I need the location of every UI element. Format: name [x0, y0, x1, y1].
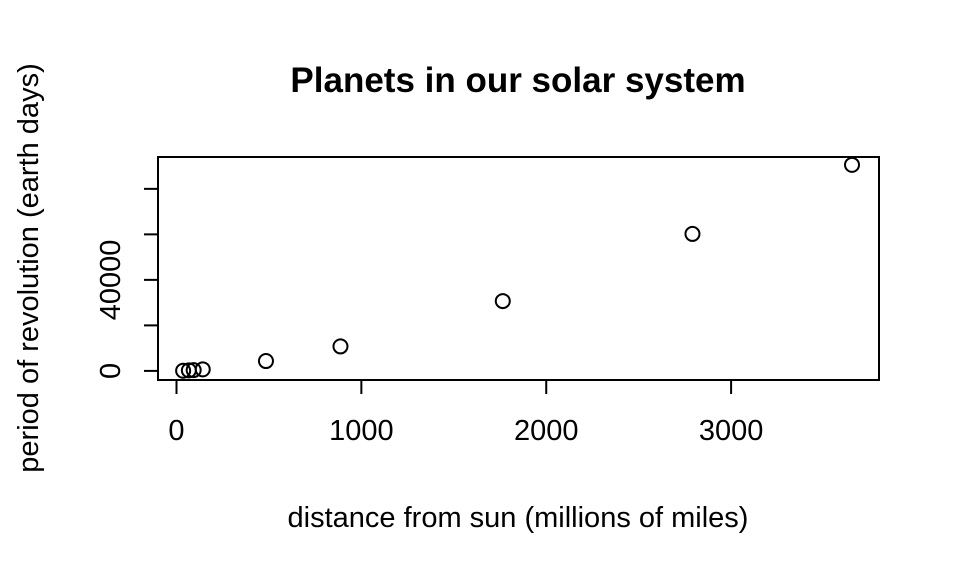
data-points: [175, 156, 861, 379]
data-point: [175, 362, 192, 379]
data-point: [194, 361, 211, 378]
y-axis-label: period of revolution (earth days): [13, 63, 45, 472]
data-point: [332, 338, 349, 355]
x-tick-label: 0: [168, 415, 184, 447]
x-tick-label: 2000: [514, 415, 579, 447]
data-point: [844, 156, 861, 173]
plot-frame: [157, 156, 880, 381]
data-point: [185, 362, 202, 379]
x-axis: 0 1000 2000 3000: [168, 379, 764, 447]
data-point: [257, 353, 274, 370]
x-axis-label: distance from sun (millions of miles): [288, 502, 749, 534]
y-tick-label: 0: [95, 363, 127, 379]
data-point: [684, 225, 701, 242]
x-tick-label: 3000: [699, 415, 764, 447]
x-tick-label: 1000: [329, 415, 394, 447]
y-tick-label: 40000: [95, 240, 127, 321]
y-axis: 0 40000: [95, 187, 159, 379]
data-point: [494, 293, 511, 310]
chart-title: Planets in our solar system: [290, 61, 745, 100]
